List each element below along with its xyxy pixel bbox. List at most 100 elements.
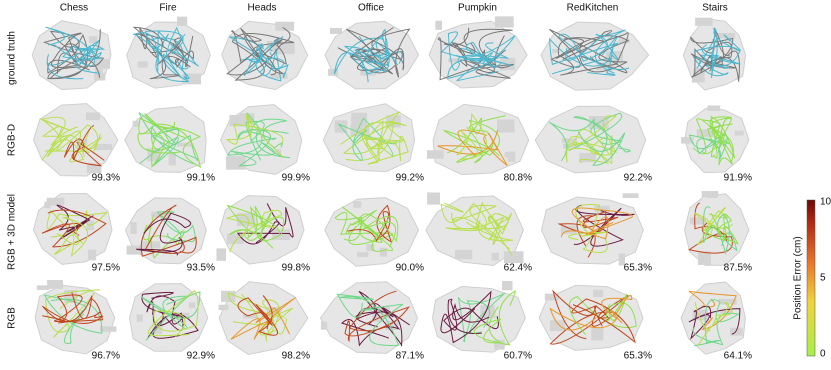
trajectory [136, 212, 192, 256]
scene-render [126, 16, 211, 89]
trajectory [688, 305, 741, 340]
trajectory [63, 125, 105, 167]
scene-detail [353, 201, 362, 208]
trajectory [443, 27, 514, 79]
trajectory [443, 298, 499, 334]
scene-render [682, 17, 747, 91]
trajectory [694, 302, 733, 346]
trajectory [474, 290, 516, 346]
scene-render [538, 284, 644, 351]
trajectory [225, 209, 283, 253]
scene-detail [454, 249, 473, 260]
scene-detail [369, 51, 387, 64]
scene-detail [491, 252, 499, 261]
scene-render [221, 20, 309, 91]
trajectory [226, 204, 281, 240]
row-label: RGB + 3D model [7, 194, 18, 270]
scene-detail [696, 129, 716, 138]
trajectory [45, 289, 100, 339]
scene-detail [86, 163, 102, 174]
scene-detail [579, 152, 596, 163]
scene-render [428, 16, 528, 89]
trajectory [53, 44, 102, 74]
scene-detail [168, 152, 176, 166]
scene-mesh [319, 281, 419, 354]
scene-detail [591, 326, 604, 341]
scene-detail [552, 48, 560, 54]
column-header: Pumpkin [458, 3, 497, 14]
scene-detail [593, 289, 604, 298]
trajectory [341, 206, 383, 244]
trajectory [138, 112, 200, 165]
scene-detail [130, 222, 137, 234]
column-header: Office [358, 3, 384, 14]
trajectory [702, 206, 738, 255]
trajectory [466, 202, 514, 242]
scene-detail [188, 302, 196, 309]
scene-render [540, 21, 650, 91]
scene-detail [266, 41, 284, 52]
trajectory [240, 27, 287, 76]
colorbar-tick-label: 10 [820, 197, 831, 208]
trajectory [705, 212, 739, 245]
scene-render [31, 20, 112, 91]
trajectory [231, 126, 290, 167]
scene-detail [494, 339, 505, 350]
accuracy-label: 64.1% [724, 351, 752, 362]
trajectory [437, 129, 508, 166]
trajectory [356, 290, 410, 347]
scene-detail [242, 314, 258, 319]
scene-detail [126, 245, 143, 255]
scene-mesh [684, 107, 750, 174]
trajectory [688, 202, 733, 254]
scene-detail [426, 150, 444, 159]
trajectory [573, 116, 631, 166]
trajectory [437, 28, 513, 81]
scene-render [33, 103, 119, 177]
trajectory [344, 290, 411, 343]
trajectory [132, 26, 199, 78]
scene-detail [176, 142, 194, 147]
trajectory [694, 207, 733, 246]
trajectory [39, 116, 90, 154]
scene-detail [427, 192, 440, 205]
trajectory [141, 291, 185, 325]
trajectory [488, 212, 513, 256]
accuracy-label: 65.3% [624, 351, 652, 362]
trajectory [440, 290, 492, 344]
scene-detail [276, 42, 295, 55]
scene-detail [622, 193, 639, 198]
trajectory [442, 117, 500, 157]
trajectory [549, 294, 633, 331]
trajectory [245, 43, 285, 71]
scene-detail [594, 205, 610, 212]
accuracy-label: 91.9% [724, 173, 752, 184]
trajectory [702, 117, 734, 166]
accuracy-label: 87.1% [396, 351, 424, 362]
scene-detail [618, 38, 630, 44]
accuracy-label: 99.8% [282, 263, 310, 274]
scene-detail [182, 73, 201, 85]
trajectory [565, 135, 613, 165]
trajectory [54, 216, 89, 257]
column-header: Chess [60, 3, 88, 14]
trajectory [236, 203, 294, 245]
scene-detail [229, 114, 249, 127]
trajectory [237, 295, 278, 336]
trajectory [138, 113, 186, 151]
accuracy-label: 90.0% [396, 263, 424, 274]
trajectory [456, 47, 499, 82]
scene-detail [88, 36, 98, 44]
scene-detail [618, 253, 625, 266]
scene-render [322, 103, 416, 173]
scene-detail [85, 112, 101, 121]
scene-detail [136, 314, 143, 322]
trajectory [568, 293, 637, 335]
row-label: RGB-D [7, 124, 18, 156]
scene-detail [692, 309, 708, 321]
accuracy-label: 80.8% [504, 173, 532, 184]
scene-render [124, 106, 207, 173]
scene-detail [692, 68, 705, 83]
scene-render [425, 192, 525, 267]
